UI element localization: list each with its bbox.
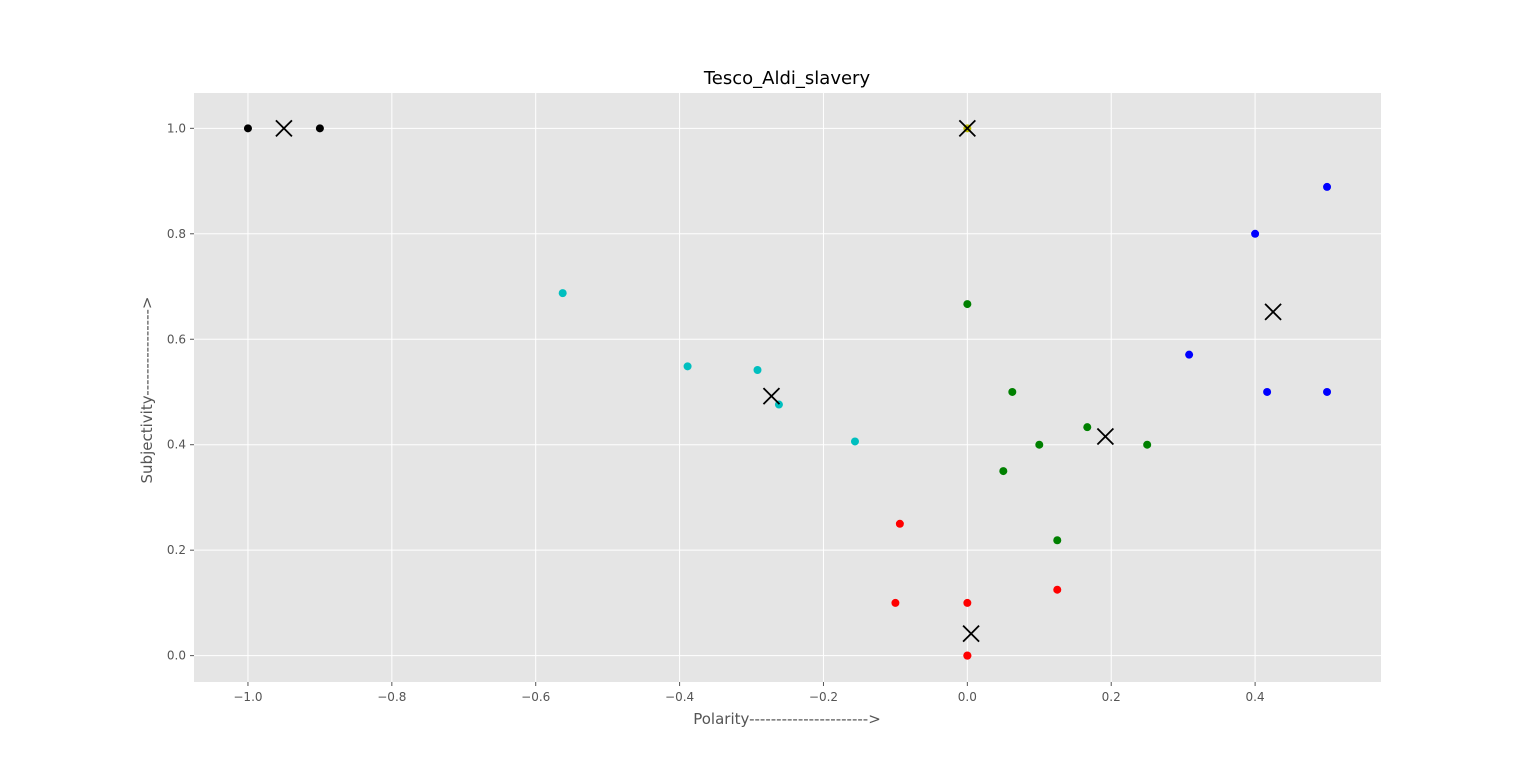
y-tick-label: 1.0 [167, 121, 186, 135]
y-tick-label: 0.4 [167, 438, 186, 452]
centroid-stroke [762, 387, 781, 405]
y-axis-ticks: 0.0 0.2 0.4 0.6 0.8 1.0 [167, 121, 194, 663]
data-point [1185, 350, 1194, 359]
data-point [999, 467, 1008, 476]
grid-lines [194, 93, 1381, 682]
data-point [558, 289, 567, 298]
y-tick-label: 0.8 [167, 227, 186, 241]
x-axis-label: Polarity----------------------> [693, 710, 881, 728]
x-tick-label: 0.0 [958, 690, 977, 704]
data-point [1323, 387, 1332, 396]
data-point [963, 598, 972, 607]
y-tick-label: 0.2 [167, 543, 186, 557]
data-point [963, 651, 972, 660]
centroid-marker [1264, 303, 1282, 321]
x-tick-label: −0.2 [809, 690, 838, 704]
data-point [243, 124, 252, 133]
data-point [1083, 423, 1092, 432]
centroid-stroke [275, 119, 293, 137]
centroid-stroke [1264, 303, 1282, 321]
centroid-stroke [1096, 427, 1115, 446]
x-tick-label: −0.6 [521, 690, 550, 704]
data-point [753, 365, 762, 374]
data-point [891, 598, 900, 607]
centroid-marker [275, 119, 293, 137]
data-point [1053, 585, 1062, 594]
y-axis-label: Subjectivity----------------> [138, 297, 156, 484]
centroid-markers [275, 119, 1282, 643]
x-tick-label: −0.4 [665, 690, 694, 704]
data-point [1053, 536, 1062, 545]
centroid-marker [1096, 427, 1115, 446]
data-point [1263, 387, 1272, 396]
centroid-stroke [962, 625, 980, 643]
centroid-marker [958, 119, 976, 137]
x-axis-ticks: −1.0 −0.8 −0.6 −0.4 −0.2 0.0 0.2 0.4 [233, 682, 1265, 704]
data-point [1143, 440, 1152, 449]
x-tick-label: −0.8 [377, 690, 406, 704]
data-point [315, 124, 324, 133]
data-point [1323, 182, 1332, 191]
y-tick-label: 0.6 [167, 332, 186, 346]
chart-title: Tesco_Aldi_slavery [703, 68, 871, 89]
x-tick-label: 0.4 [1246, 690, 1265, 704]
y-tick-label: 0.0 [167, 649, 186, 663]
data-point [1251, 229, 1260, 238]
data-point [850, 437, 859, 446]
centroid-marker [962, 625, 980, 643]
data-point [683, 362, 692, 371]
centroid-stroke [958, 119, 976, 137]
x-tick-label: −1.0 [233, 690, 262, 704]
centroid-marker [762, 387, 781, 405]
plot-area [194, 93, 1381, 682]
data-point [963, 300, 972, 309]
data-point [1008, 387, 1017, 396]
x-tick-label: 0.2 [1102, 690, 1121, 704]
data-point [895, 519, 904, 528]
data-point [1035, 440, 1044, 449]
